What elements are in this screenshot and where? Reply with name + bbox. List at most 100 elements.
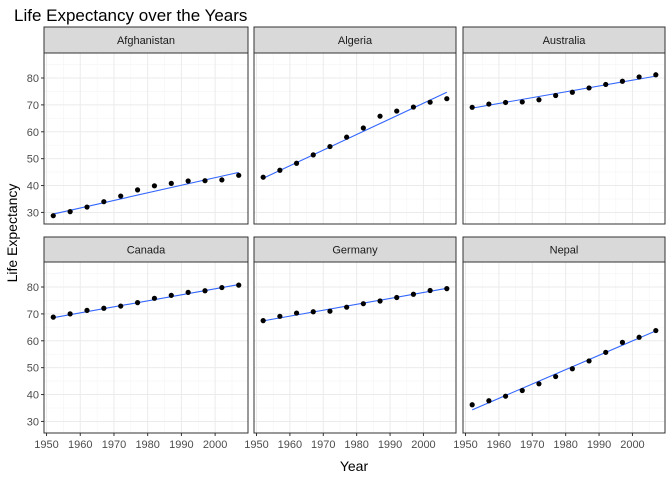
panel-border bbox=[43, 52, 249, 225]
x-tick-label: 1970 bbox=[520, 439, 544, 451]
facet-panel-canada: Canada 30 40 50 60 70 80 1950 1960 1970 1980 1990 20… bbox=[27, 236, 249, 451]
facet-strip-label: Australia bbox=[543, 35, 587, 47]
data-point bbox=[67, 209, 73, 215]
x-tick-label: 2000 bbox=[411, 439, 435, 451]
facet-strip-label: Nepal bbox=[550, 245, 579, 257]
facet-strip-label: Canada bbox=[127, 245, 166, 257]
data-point bbox=[118, 193, 124, 199]
data-point bbox=[519, 99, 525, 105]
y-tick-label: 80 bbox=[27, 73, 39, 85]
trend-line bbox=[263, 287, 447, 322]
data-point bbox=[536, 381, 542, 387]
data-point bbox=[360, 301, 366, 307]
data-point bbox=[260, 174, 266, 180]
data-point bbox=[219, 177, 225, 183]
facet-panel-germany: Germany 1950 1960 1970 1980 1990 2000 bbox=[244, 236, 457, 451]
data-point bbox=[327, 308, 333, 314]
data-point bbox=[50, 213, 56, 219]
facet-strip-label: Algeria bbox=[338, 35, 373, 47]
data-point bbox=[168, 180, 174, 187]
data-point bbox=[469, 402, 475, 408]
panel-background bbox=[254, 53, 456, 224]
panel-border bbox=[43, 261, 249, 434]
data-point bbox=[603, 349, 609, 355]
trend-line bbox=[262, 91, 448, 179]
x-tick-label: 1980 bbox=[553, 439, 577, 451]
data-point bbox=[502, 393, 509, 399]
data-point bbox=[293, 160, 300, 166]
data-point bbox=[118, 303, 124, 309]
x-tick-label: 1970 bbox=[102, 439, 126, 451]
panel-border bbox=[253, 261, 457, 434]
data-point bbox=[185, 289, 191, 295]
data-point bbox=[344, 304, 350, 310]
facet-panels: Afghanistan 30 40 50 60 70 80 Algeria Australia C… bbox=[27, 26, 666, 451]
data-point bbox=[653, 72, 659, 78]
y-tick-label: 40 bbox=[27, 181, 39, 193]
trend-line bbox=[472, 75, 656, 109]
trend-line bbox=[53, 284, 239, 319]
x-tick-label: 2000 bbox=[203, 439, 227, 451]
data-point bbox=[151, 295, 158, 301]
data-point bbox=[394, 294, 400, 301]
facet-strip bbox=[253, 236, 457, 263]
data-point bbox=[636, 74, 642, 80]
data-point bbox=[444, 286, 450, 292]
facet-strip bbox=[462, 26, 666, 54]
data-point bbox=[569, 366, 575, 372]
data-point bbox=[427, 287, 433, 294]
facet-panel-nepal: Nepal 1950 1960 1970 1980 1990 2000 bbox=[453, 236, 666, 451]
data-point bbox=[636, 334, 642, 340]
data-point bbox=[536, 97, 542, 103]
data-point bbox=[586, 85, 592, 91]
data-point bbox=[67, 311, 73, 317]
data-point bbox=[410, 104, 417, 110]
data-point bbox=[84, 307, 90, 313]
data-point bbox=[553, 92, 559, 99]
data-point bbox=[586, 358, 592, 364]
panel-background bbox=[463, 53, 665, 224]
chart-title: Life Expectancy over the Years bbox=[14, 6, 247, 25]
data-point bbox=[219, 284, 225, 291]
data-point bbox=[293, 310, 300, 316]
data-point bbox=[394, 108, 400, 114]
data-point bbox=[236, 282, 242, 288]
panel-border bbox=[462, 52, 666, 225]
x-tick-label: 1950 bbox=[34, 439, 58, 451]
trend-line bbox=[53, 171, 239, 215]
panel-background bbox=[44, 262, 248, 433]
y-tick-label: 40 bbox=[27, 390, 39, 402]
panel-background bbox=[463, 262, 665, 433]
data-point bbox=[486, 101, 492, 107]
x-tick-label: 1960 bbox=[278, 439, 302, 451]
data-point bbox=[185, 178, 191, 184]
x-tick-label: 1980 bbox=[135, 439, 159, 451]
y-tick-label: 60 bbox=[27, 336, 39, 348]
data-point bbox=[502, 99, 509, 106]
data-point bbox=[344, 134, 350, 140]
x-tick-label: 1990 bbox=[378, 439, 402, 451]
trend-line bbox=[471, 330, 657, 411]
data-point bbox=[101, 305, 107, 311]
facet-strip bbox=[462, 236, 666, 263]
data-point bbox=[653, 327, 659, 334]
data-point bbox=[619, 78, 626, 84]
y-tick-label: 70 bbox=[27, 100, 39, 112]
data-point bbox=[50, 314, 56, 320]
y-axis-title: Life Expectancy bbox=[4, 184, 20, 283]
y-tick-label: 60 bbox=[27, 127, 39, 139]
x-tick-label: 1960 bbox=[68, 439, 92, 451]
x-tick-label: 1950 bbox=[453, 439, 477, 451]
data-point bbox=[310, 309, 316, 315]
facet-strip-label: Germany bbox=[332, 245, 378, 257]
x-tick-label: 1950 bbox=[244, 439, 268, 451]
data-point bbox=[427, 99, 433, 105]
data-point bbox=[377, 113, 383, 119]
x-tick-label: 1980 bbox=[344, 439, 368, 451]
y-tick-label: 50 bbox=[27, 363, 39, 375]
y-tick-label: 30 bbox=[27, 416, 39, 428]
data-point bbox=[486, 398, 492, 404]
data-point bbox=[236, 172, 242, 178]
data-point bbox=[603, 81, 609, 88]
